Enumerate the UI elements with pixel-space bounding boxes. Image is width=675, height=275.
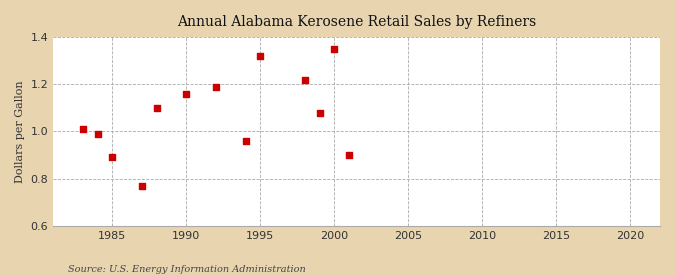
Point [211,84,221,89]
Point [314,111,325,115]
Point [181,92,192,96]
Point [344,153,354,157]
Y-axis label: Dollars per Gallon: Dollars per Gallon [15,80,25,183]
Title: Annual Alabama Kerosene Retail Sales by Refiners: Annual Alabama Kerosene Retail Sales by … [177,15,536,29]
Point [107,155,117,160]
Point [151,106,162,110]
Point [92,132,103,136]
Point [78,127,88,131]
Point [300,77,310,82]
Text: Source: U.S. Energy Information Administration: Source: U.S. Energy Information Administ… [68,265,305,274]
Point [240,139,251,143]
Point [136,184,147,188]
Point [255,54,266,58]
Point [329,47,340,51]
